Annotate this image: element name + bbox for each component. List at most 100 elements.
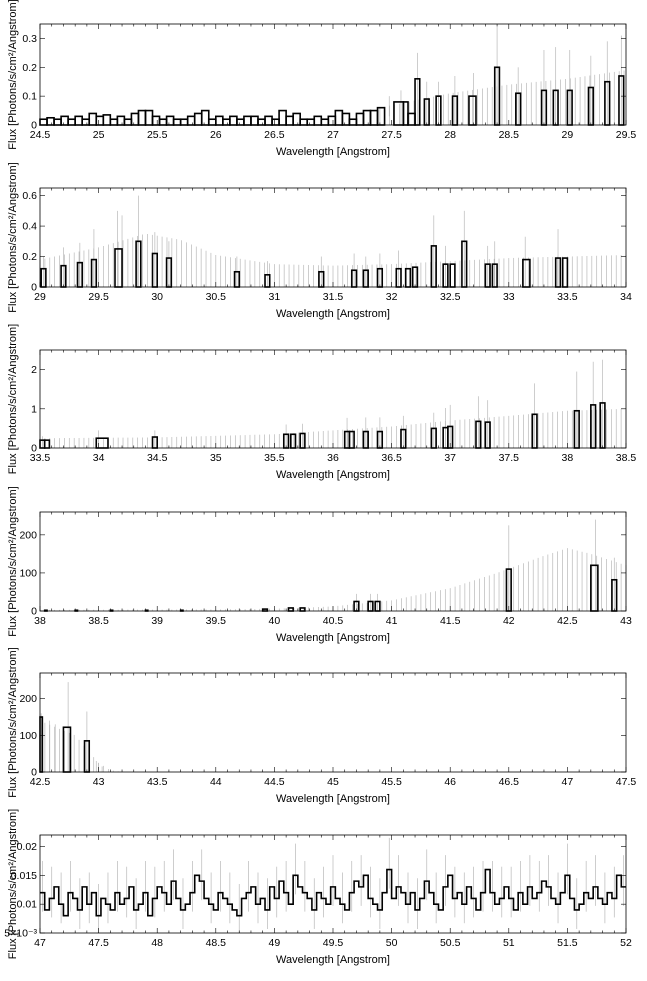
histogram-bin <box>67 118 76 126</box>
x-tick-label: 30.5 <box>206 291 227 303</box>
x-tick-label: 34.5 <box>147 452 168 464</box>
x-tick-label: 31 <box>269 291 281 303</box>
x-tick-label: 49.5 <box>323 937 344 949</box>
x-tick-label: 38.5 <box>616 452 637 464</box>
histogram-bin <box>123 118 133 126</box>
histogram-bin <box>348 430 355 449</box>
x-tick-label: 36 <box>327 452 339 464</box>
x-tick-label: 29 <box>34 291 46 303</box>
x-tick-label: 28 <box>444 129 456 141</box>
panel-2: 29 29.5 30 30.5 31 31.5 32 32.5 33 33.5 34 0 0.2 0.4 0… <box>7 162 632 320</box>
histogram-bin <box>299 118 309 126</box>
y-tick-label: 0.4 <box>22 221 37 233</box>
x-tick-label: 42.5 <box>557 615 578 627</box>
panel-3: 33.5 34 34.5 35 35.5 36 36.5 37 37.5 38 38.5 0 1 2 Wav… <box>7 324 636 481</box>
histogram-bin <box>215 115 224 126</box>
x-axis-label: Wavelength [Angstrom] <box>276 632 390 644</box>
y-tick-label: 100 <box>19 730 37 742</box>
histogram-bin <box>327 115 337 126</box>
histogram-bin <box>355 112 365 126</box>
y-tick-label: 0.3 <box>22 33 37 45</box>
histogram-bin <box>39 118 48 126</box>
x-axis-label: Wavelength [Angstrom] <box>276 308 390 320</box>
histogram-bin <box>200 109 210 126</box>
x-tick-label: 27 <box>327 129 339 141</box>
plot-frame <box>39 23 627 126</box>
x-tick-label: 51.5 <box>557 937 578 949</box>
y-axis-label: Flux [Photons/s/cm²/Angstrom] <box>7 809 19 959</box>
histogram-bin <box>46 116 55 126</box>
x-tick-label: 49 <box>269 937 281 949</box>
x-tick-label: 47 <box>562 776 574 788</box>
x-tick-label: 38 <box>562 452 574 464</box>
x-tick-label: 40.5 <box>323 615 344 627</box>
histogram-bin <box>287 607 294 612</box>
x-tick-label: 24.5 <box>30 129 51 141</box>
x-tick-label: 43.5 <box>147 776 168 788</box>
histogram-bin <box>144 109 154 126</box>
y-tick-label: 0 <box>31 282 37 294</box>
histogram-bin <box>243 115 252 126</box>
histogram-bin <box>369 109 379 126</box>
histogram-bin <box>158 118 168 126</box>
histogram-bin <box>334 109 344 126</box>
histogram-bin <box>236 118 245 126</box>
histogram-bin <box>362 109 372 126</box>
histogram-bin <box>285 115 294 126</box>
histogram-steps <box>40 868 626 917</box>
histogram-bin <box>292 112 301 126</box>
y-tick-label: 0 <box>31 606 37 618</box>
histogram-bin <box>348 118 358 126</box>
y-tick-label: 0 <box>31 767 37 779</box>
x-tick-label: 29.5 <box>616 129 637 141</box>
histogram-bin <box>60 115 69 126</box>
histogram-bin <box>43 439 51 449</box>
histogram-bin <box>229 115 238 126</box>
histogram-bin <box>137 109 147 126</box>
x-tick-label: 26 <box>210 129 222 141</box>
histogram-bin <box>376 106 386 126</box>
y-tick-label: 0.2 <box>22 62 37 74</box>
y-tick-label: 0 <box>31 120 37 132</box>
x-tick-label: 32 <box>386 291 398 303</box>
x-tick-label: 37 <box>444 452 456 464</box>
x-tick-label: 29 <box>562 129 574 141</box>
x-tick-label: 41 <box>386 615 398 627</box>
x-tick-label: 29.5 <box>88 291 109 303</box>
x-tick-label: 44.5 <box>264 776 285 788</box>
x-tick-label: 43 <box>620 615 632 627</box>
x-tick-label: 36.5 <box>381 452 402 464</box>
x-tick-label: 47.5 <box>88 937 109 949</box>
y-tick-label: 0.01 <box>17 899 38 911</box>
histogram-bin <box>53 118 62 126</box>
y-axis-label: Flux [Photons/s/cm²/Angstrom] <box>7 647 19 797</box>
x-tick-label: 46.5 <box>499 776 520 788</box>
histogram-bin <box>114 248 123 288</box>
y-tick-label: 0 <box>31 443 37 455</box>
x-tick-label: 38 <box>34 615 46 627</box>
y-axis-label: Flux [Photons/s/cm²/Angstrom] <box>7 162 19 312</box>
x-tick-label: 30 <box>151 291 163 303</box>
x-tick-label: 42 <box>503 615 515 627</box>
x-tick-label: 47 <box>34 937 46 949</box>
y-axis-label: Flux [Photons/s/cm²/Angstrom] <box>7 0 19 150</box>
x-tick-label: 33.5 <box>557 291 578 303</box>
y-tick-label: 0.2 <box>22 251 37 263</box>
x-tick-label: 27.5 <box>381 129 402 141</box>
x-tick-label: 47.5 <box>616 776 637 788</box>
x-tick-label: 48 <box>151 937 163 949</box>
histogram-bin <box>109 118 119 126</box>
histogram-bin <box>320 118 330 126</box>
histogram-bin <box>250 115 259 126</box>
x-axis-label: Wavelength [Angstrom] <box>276 793 390 805</box>
histogram-bin <box>278 109 287 126</box>
x-tick-label: 50.5 <box>440 937 461 949</box>
histogram-bin <box>193 112 203 126</box>
y-tick-label: 1 <box>31 403 37 415</box>
x-tick-label: 25 <box>93 129 105 141</box>
y-axis-label: Flux [Photons/s/cm²/Angstrom] <box>7 486 19 636</box>
y-tick-label: 200 <box>19 529 37 541</box>
histogram-bin <box>172 118 182 126</box>
histogram-bin <box>522 258 531 288</box>
